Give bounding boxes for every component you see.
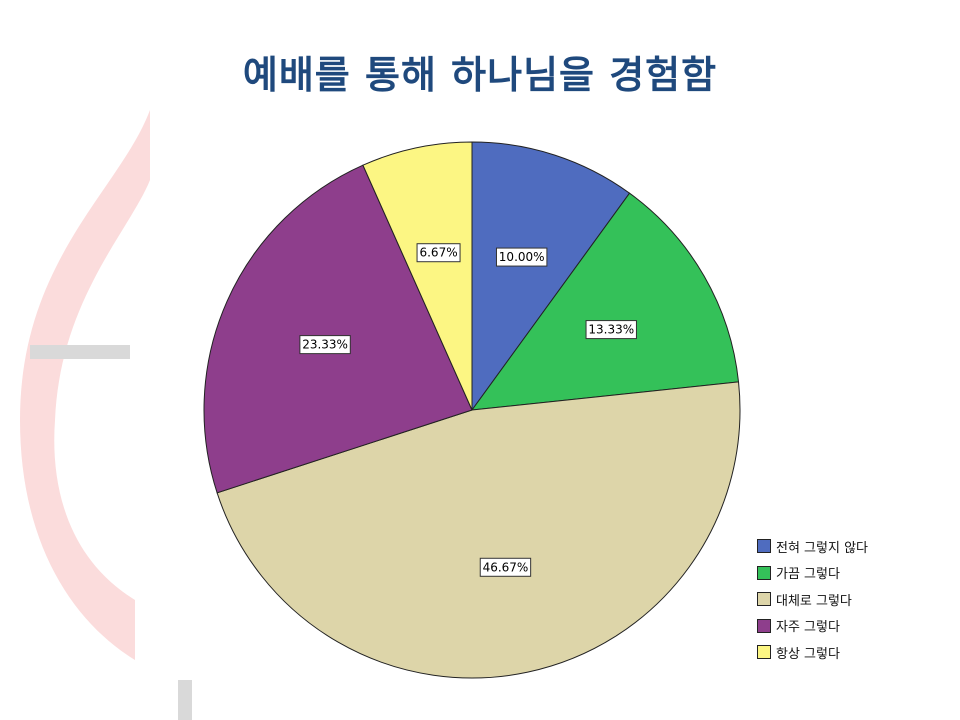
- pie-data-labels: 10.00% 13.33% 46.67% 23.33% 6.67%: [299, 243, 637, 577]
- slice-percent-text: 46.67%: [483, 560, 529, 574]
- slice-percent-text: 10.00%: [499, 250, 545, 264]
- slice-percent-text: 6.67%: [419, 246, 457, 260]
- slice-percent-text: 13.33%: [588, 323, 634, 337]
- legend-item: 대체로 그렇다: [757, 586, 868, 613]
- slice-label-box: [416, 243, 461, 263]
- decorative-gray-post: [178, 680, 192, 720]
- legend-label: 전혀 그렇지 않다: [776, 540, 868, 556]
- slice-data-label: 10.00%: [495, 247, 548, 267]
- pie-slices: [203, 141, 741, 679]
- legend-item: 전혀 그렇지 않다: [757, 533, 868, 560]
- legend-item: 자주 그렇다: [757, 613, 868, 640]
- slice-data-label: 23.33%: [299, 335, 351, 355]
- slice-percent-text: 23.33%: [302, 338, 348, 352]
- legend-label: 자주 그렇다: [776, 620, 840, 636]
- legend-swatch: [757, 645, 771, 660]
- legend-swatch: [757, 618, 771, 633]
- legend-item: 항상 그렇다: [757, 639, 868, 666]
- legend-swatch: [757, 565, 771, 580]
- slice-label-box: [299, 335, 351, 355]
- slide-title: 예배를 통해 하나님을 경험함: [242, 53, 718, 97]
- pie-slice: [470, 192, 740, 411]
- slice-label-box: [585, 320, 637, 340]
- slice-data-label: 46.67%: [479, 557, 532, 577]
- slice-data-label: 13.33%: [585, 320, 637, 340]
- pie-slice: [203, 164, 473, 494]
- legend-swatch: [757, 592, 771, 607]
- pie-slice: [216, 381, 741, 679]
- slice-data-label: 6.67%: [416, 243, 461, 263]
- legend-swatch: [757, 539, 771, 554]
- pie-slice: [362, 141, 473, 411]
- slice-label-box: [495, 247, 548, 267]
- legend-item: 가끔 그렇다: [757, 560, 868, 587]
- pie-slice: [471, 141, 631, 412]
- legend-label: 대체로 그렇다: [776, 593, 852, 609]
- legend-label: 가끔 그렇다: [776, 567, 840, 583]
- decorative-gray-bar: [30, 345, 130, 359]
- legend-label: 항상 그렇다: [776, 646, 840, 662]
- decorative-flame-shape: [20, 110, 150, 660]
- slice-label-box: [479, 557, 532, 577]
